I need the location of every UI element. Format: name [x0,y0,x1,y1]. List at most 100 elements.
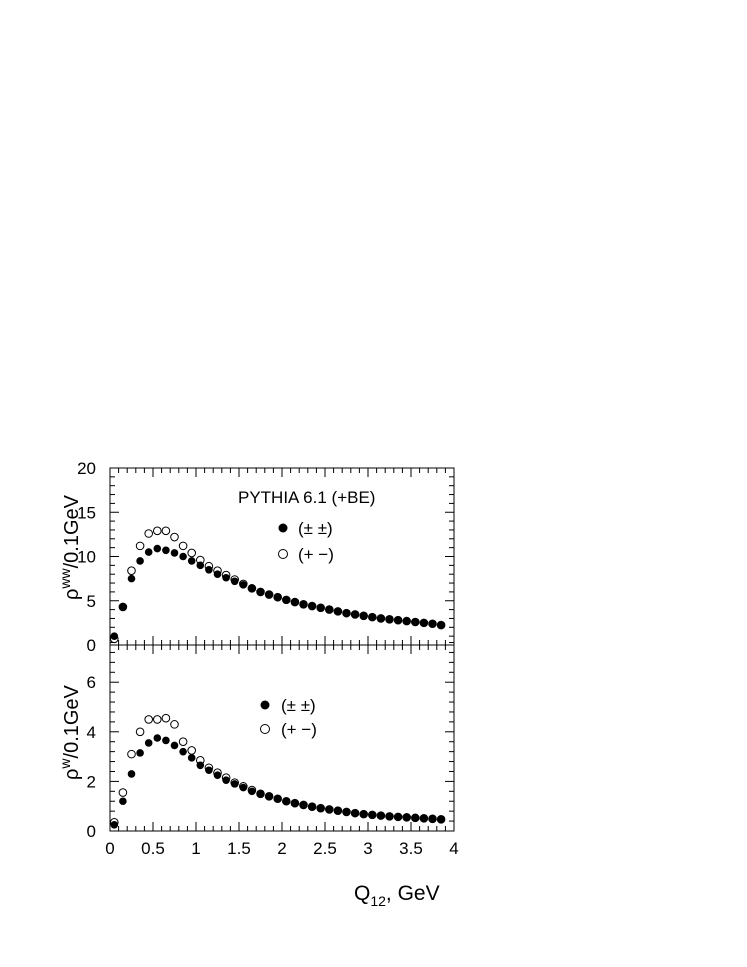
bot-point-like-sign [428,815,437,823]
bot-point-like-sign [213,771,222,779]
top-point-like-sign [377,614,385,623]
bot-point-like-sign [351,809,359,817]
top-y-tick-label: 5 [87,592,96,611]
top-point-like-sign [110,632,119,640]
bot-point-like-sign [196,761,205,770]
bot-point-unlike-sign [187,746,196,755]
x-tick-label: 3.5 [399,839,423,858]
top-point-like-sign [437,621,445,629]
top-point-like-sign [342,609,351,617]
top-point-like-sign [316,604,325,612]
top-point-like-sign [222,573,230,582]
bot-point-like-sign [316,804,325,812]
top-point-like-sign [153,544,162,553]
bottom-panel: 0 2 4 6 0 0.5 1 1.5 2 2.5 3 3.5 4 (± ±) (+ −) ρw/0.… [57,642,459,909]
top-y-tick-label: 10 [77,548,96,567]
top-y-tick-label: 0 [87,636,96,655]
bot-point-like-sign [394,813,402,821]
bot-point-like-sign [282,797,291,806]
top-y-tick-label: 20 [77,459,96,478]
bot-point-like-sign [256,790,265,798]
bot-y-tick-label: 0 [87,822,96,841]
bot-point-like-sign [127,770,136,778]
bot-point-like-sign [411,814,420,822]
bot-point-like-sign [402,813,411,822]
bot-point-like-sign [385,812,394,821]
top-point-unlike-sign [127,566,136,575]
bot-point-like-sign [299,801,308,809]
top-point-like-sign [162,546,170,555]
bottom-legend-label-like-sign: (± ±) [281,696,316,715]
top-point-like-sign [282,596,291,604]
top-point-like-sign [411,618,420,626]
top-point-unlike-sign [178,541,188,551]
top-legend-label-unlike-sign: (+ −) [298,545,334,564]
top-point-like-sign [420,619,428,627]
top-point-like-sign [368,613,377,621]
bot-point-unlike-sign [153,715,162,724]
x-axis-tick-labels: 0 0.5 1 1.5 2 2.5 3 3.5 4 [105,839,458,858]
bot-point-like-sign [119,797,127,806]
bottom-legend-marker-open [260,724,270,734]
bot-point-like-sign [187,754,196,762]
bot-y-tick-label: 2 [87,772,96,791]
bottom-y-axis-label-rho: ρ [61,769,83,780]
top-point-like-sign [136,557,144,565]
x-tick-label: 1 [191,839,200,858]
bot-point-like-sign [110,821,119,829]
top-panel-annotation: PYTHIA 6.1 (+BE) [238,488,375,507]
top-panel-data-points [110,526,446,644]
bottom-y-axis-label: ρw/0.1GeV [57,684,83,780]
top-point-unlike-sign [153,526,162,536]
bot-point-like-sign [230,780,239,788]
bot-point-like-sign [136,749,144,757]
x-tick-label: 1.5 [227,839,251,858]
bot-point-unlike-sign [144,715,153,724]
top-point-like-sign [334,607,342,616]
top-point-unlike-sign [161,526,171,536]
x-axis-label-sub: 12 [370,893,386,909]
top-point-like-sign [359,611,368,620]
bot-point-like-sign [239,783,248,792]
top-point-like-sign [196,561,205,570]
top-point-unlike-sign [135,541,145,551]
top-point-like-sign [248,584,256,593]
top-point-like-sign [187,557,196,565]
bottom-legend-label-unlike-sign: (+ −) [281,720,317,739]
bot-point-like-sign [170,741,179,750]
x-tick-label: 0 [105,839,114,858]
x-tick-label: 0.5 [141,839,165,858]
top-y-axis-label-rho: ρ [61,589,83,600]
bot-point-like-sign [144,739,153,747]
x-tick-label: 4 [449,839,458,858]
top-point-like-sign [428,619,437,628]
top-point-unlike-sign [170,532,179,542]
bot-y-tick-label: 6 [87,673,96,692]
bottom-panel-data-points [110,713,446,829]
top-y-axis-label-sup: ww [57,567,73,589]
top-point-like-sign [170,549,179,557]
top-point-like-sign [273,593,282,602]
bot-point-like-sign [205,766,213,775]
bot-point-like-sign [308,802,316,811]
bot-point-like-sign [248,787,256,796]
top-y-axis-label-rest: /0.1GeV [61,494,83,568]
bot-point-unlike-sign [135,727,145,737]
top-point-like-sign [230,577,239,586]
top-point-like-sign [205,565,213,574]
x-axis-label-q: Q [354,882,370,905]
bot-point-like-sign [437,815,445,824]
x-tick-label: 2 [277,839,286,858]
bot-point-like-sign [179,747,187,756]
bot-point-unlike-sign [170,720,179,729]
bot-point-like-sign [162,736,170,745]
top-point-like-sign [394,616,402,625]
bot-point-like-sign [342,808,351,816]
bot-point-like-sign [368,811,377,819]
top-legend-marker-filled [278,523,288,533]
bot-point-like-sign [377,811,385,820]
top-point-like-sign [179,552,187,561]
x-tick-label: 2.5 [313,839,337,858]
top-point-like-sign [291,598,299,606]
